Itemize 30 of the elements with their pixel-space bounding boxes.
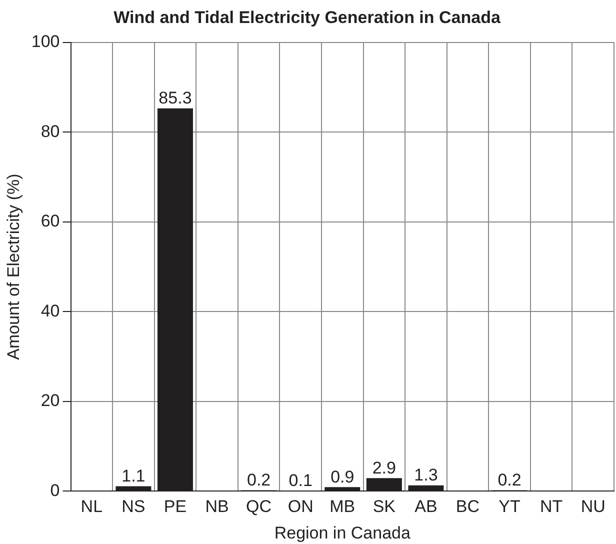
y-tick-label: 40 xyxy=(40,301,60,320)
x-tick-label: NT xyxy=(540,497,563,516)
x-tick-label: NL xyxy=(80,497,103,516)
data-label: 0.2 xyxy=(498,470,522,490)
chart-title: Wind and Tidal Electricity Generation in Canada xyxy=(114,8,501,27)
data-label: 0.2 xyxy=(246,470,271,490)
x-tick-label: SK xyxy=(372,497,396,516)
y-tick-label: 60 xyxy=(40,212,60,231)
x-tick-label: NB xyxy=(205,497,229,516)
x-tick-label: QC xyxy=(246,497,272,516)
x-tick-label: YT xyxy=(498,497,520,516)
data-label: 85.3 xyxy=(158,88,192,108)
y-axis-title: Amount of Electricity (%) xyxy=(4,174,23,360)
data-label: 2.9 xyxy=(372,458,396,478)
x-tick-label: BC xyxy=(456,497,480,516)
x-tick-label: MB xyxy=(330,497,356,516)
x-tick-label: NU xyxy=(580,497,606,516)
y-tick-label: 80 xyxy=(40,122,60,141)
x-tick-label: ON xyxy=(288,497,314,516)
x-tick-label: NS xyxy=(122,497,146,516)
x-tick-label: PE xyxy=(164,497,187,516)
y-tick-label: 100 xyxy=(31,32,60,52)
x-axis-title: Region in Canada xyxy=(274,523,411,542)
data-label: 1.1 xyxy=(122,466,146,486)
data-label: 0.1 xyxy=(288,470,312,490)
y-tick-label: 20 xyxy=(40,391,60,410)
x-tick-label: AB xyxy=(414,497,438,516)
data-label: 1.3 xyxy=(414,466,438,485)
data-label: 0.9 xyxy=(330,467,354,486)
y-tick-label: 0 xyxy=(50,480,60,500)
